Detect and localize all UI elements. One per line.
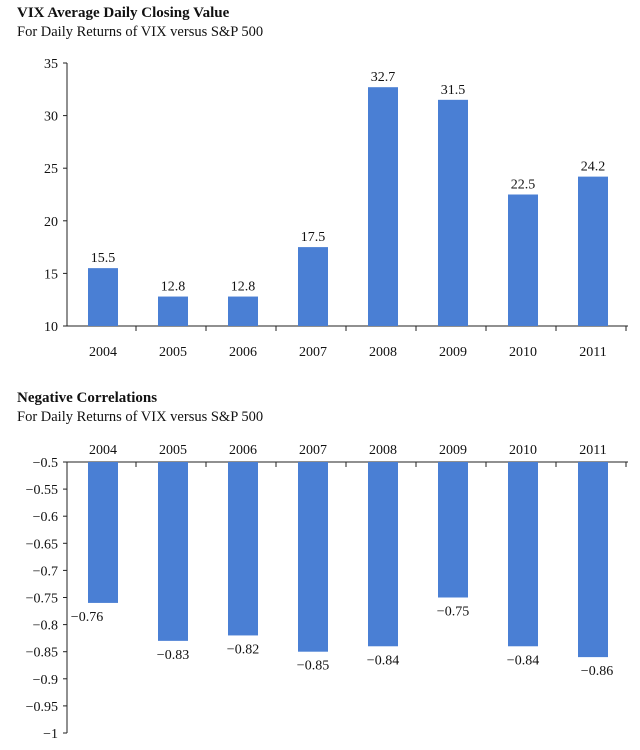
data-label: −0.75	[437, 605, 469, 620]
data-label: −0.82	[227, 642, 259, 657]
data-label: 24.2	[581, 160, 606, 175]
bar	[578, 462, 608, 658]
bar	[438, 462, 468, 598]
y-tick-label: −0.75	[26, 592, 58, 607]
bar	[368, 462, 398, 647]
y-tick-label: 30	[44, 110, 58, 125]
bar	[88, 268, 118, 326]
data-label: −0.84	[367, 653, 399, 668]
data-label: −0.86	[581, 664, 613, 679]
chart-title: VIX Average Daily Closing Value	[17, 5, 230, 21]
y-tick-label: 15	[44, 267, 58, 282]
negative-correlations-plot: −0.5 −0.55 −0.6 −0.65 −0.7 −0.75 −0.8 −0.85 −0.9…	[26, 443, 628, 742]
y-tick-label: −0.5	[33, 456, 58, 471]
data-label: −0.84	[507, 653, 539, 668]
chart-subtitle: For Daily Returns of VIX versus S&P 500	[17, 409, 264, 425]
y-tick-label: −0.85	[26, 646, 58, 661]
y-tick-label: −0.7	[33, 564, 58, 579]
vix-closing-chart: 10 15 20 25 30 35 15.5 2004 12.8 2005 12.8 2006 17.5…	[0, 0, 640, 372]
x-tick-label: 2005	[159, 345, 187, 360]
bar	[158, 296, 188, 326]
data-label: −0.85	[297, 659, 329, 674]
x-tick-label: 2008	[369, 345, 397, 360]
bar	[508, 462, 538, 647]
data-label: 12.8	[161, 280, 186, 295]
data-label: 15.5	[91, 251, 116, 266]
x-tick-label: 2007	[299, 443, 327, 458]
y-tick-label: −0.9	[33, 673, 58, 688]
data-label: −0.76	[71, 610, 103, 625]
bar	[438, 99, 468, 326]
data-label: 32.7	[371, 70, 396, 85]
x-tick-label: 2010	[509, 443, 537, 458]
bar	[508, 194, 538, 326]
y-tick-label: −0.65	[26, 537, 58, 552]
vix-closing-plot: 10 15 20 25 30 35 15.5 2004 12.8 2005 12.8 2006 17.5…	[44, 57, 628, 360]
y-tick-label: 25	[44, 162, 58, 177]
y-tick-label: 20	[44, 215, 58, 230]
y-tick-label: −0.55	[26, 483, 58, 498]
y-tick-label: −0.95	[26, 700, 58, 715]
y-tick-label: 10	[44, 320, 58, 335]
chart-title: Negative Correlations	[17, 390, 158, 406]
x-tick-label: 2004	[89, 443, 117, 458]
y-tick-label: 35	[44, 57, 58, 72]
bar	[88, 462, 118, 603]
bar	[228, 462, 258, 636]
y-tick-label: −1	[43, 727, 58, 742]
x-tick-label: 2008	[369, 443, 397, 458]
data-label: 22.5	[511, 178, 536, 193]
y-tick-label: −0.6	[33, 510, 58, 525]
negative-correlations-chart: −0.5 −0.55 −0.6 −0.65 −0.7 −0.75 −0.8 −0.85 −0.9…	[0, 385, 640, 750]
x-tick-label: 2007	[299, 345, 327, 360]
bar	[228, 296, 258, 326]
data-label: −0.83	[157, 648, 189, 663]
y-tick-label: −0.8	[33, 619, 58, 634]
x-tick-label: 2011	[579, 345, 606, 360]
bar	[298, 247, 328, 326]
data-label: 17.5	[301, 230, 326, 245]
x-tick-label: 2011	[579, 443, 606, 458]
x-tick-label: 2009	[439, 443, 467, 458]
x-tick-label: 2010	[509, 345, 537, 360]
chart-subtitle: For Daily Returns of VIX versus S&P 500	[17, 24, 264, 40]
bar	[298, 462, 328, 652]
data-label: 12.8	[231, 280, 256, 295]
bar	[578, 176, 608, 326]
x-tick-label: 2006	[229, 345, 257, 360]
x-tick-label: 2006	[229, 443, 257, 458]
bar	[158, 462, 188, 641]
x-tick-label: 2005	[159, 443, 187, 458]
data-label: 31.5	[441, 83, 466, 98]
bar	[368, 87, 398, 326]
x-tick-label: 2009	[439, 345, 467, 360]
x-tick-label: 2004	[89, 345, 117, 360]
